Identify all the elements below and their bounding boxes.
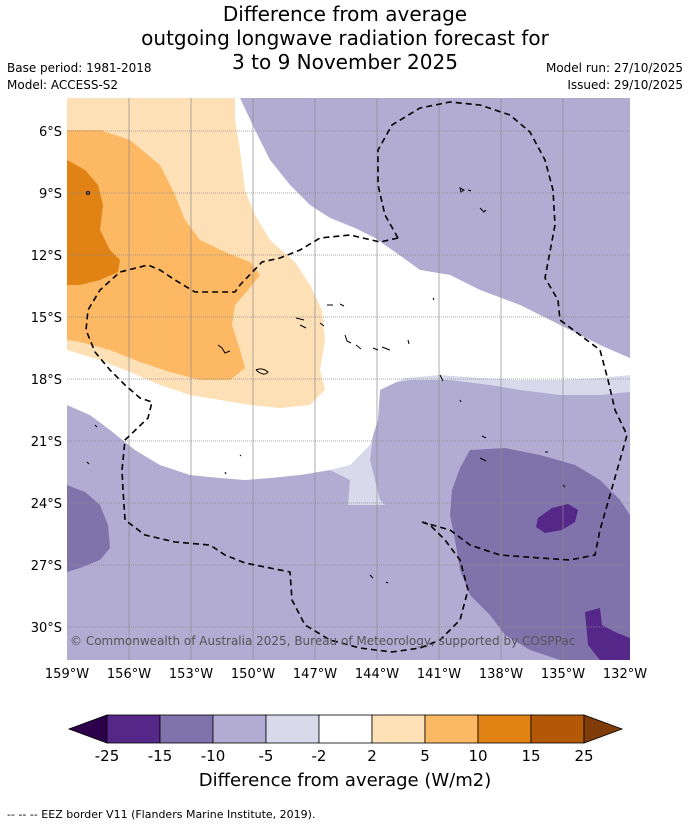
lon-label: 135°W — [541, 667, 585, 682]
meridians — [128, 98, 564, 660]
colorbar — [67, 714, 624, 744]
meta-left: Base period: 1981-2018 Model: ACCESS-S2 — [7, 60, 152, 94]
colorbar-extend-low — [67, 714, 108, 744]
lon-label: 138°W — [479, 667, 523, 682]
model-run: Model run: 27/10/2025 — [545, 61, 683, 75]
lon-label: 144°W — [355, 667, 399, 682]
lat-label: 9°S — [39, 187, 62, 202]
lon-label: 159°W — [45, 667, 89, 682]
band-plus10-plus15 — [67, 160, 120, 285]
colorbar-tick: -25 — [95, 747, 120, 765]
lat-label: 12°S — [31, 249, 62, 264]
colorbar-swatch — [212, 714, 267, 744]
colorbar-tick: 25 — [574, 747, 593, 765]
colorbar-swatch — [106, 714, 161, 744]
colorbar-tick: -10 — [201, 747, 226, 765]
colorbar-title: Difference from average (W/m2) — [198, 770, 492, 791]
eez-footnote: -- -- -- EEZ border V11 (Flanders Marine… — [7, 808, 316, 821]
colorbar-tick: -2 — [312, 747, 327, 765]
lat-label: 24°S — [31, 497, 62, 512]
lon-label: 141°W — [417, 667, 461, 682]
islands — [86, 187, 566, 584]
colorbar-tick: 15 — [521, 747, 540, 765]
colorbar-swatch — [477, 714, 532, 744]
issued-date: Issued: 29/10/2025 — [567, 78, 683, 92]
meta-right: Model run: 27/10/2025 Issued: 29/10/2025 — [546, 60, 683, 94]
latitude-labels: 6°S 9°S 12°S 15°S 18°S 21°S 24°S 27°S 30… — [31, 125, 62, 636]
band-minus25-minus15-blob-a — [536, 504, 578, 533]
lat-label: 21°S — [31, 435, 62, 450]
band-minus15-minus10-southwest — [67, 485, 110, 572]
title-line-2: outgoing longwave radiation forecast for — [141, 26, 549, 50]
lat-label: 15°S — [31, 311, 62, 326]
colorbar-tick: -15 — [148, 747, 173, 765]
colorbar-ticks: -25 -15 -10 -5 -2 2 5 10 15 25 — [95, 747, 594, 765]
colorbar-tick: 2 — [367, 747, 377, 765]
colorbar-tick: 5 — [420, 747, 430, 765]
title-line-3: 3 to 9 November 2025 — [232, 50, 458, 74]
colorbar-extend-high — [583, 714, 624, 744]
model-name: Model: ACCESS-S2 — [7, 78, 119, 92]
map-fill-layer — [67, 98, 630, 660]
colorbar-tick: -5 — [259, 747, 274, 765]
longitude-labels: 159°W 156°W 153°W 150°W 147°W 144°W 141°… — [45, 667, 647, 682]
band-minus15-minus10-southeast — [450, 448, 630, 660]
colorbar-swatch — [530, 714, 585, 744]
colorbar-swatch — [424, 714, 479, 744]
colorbar-tick: 10 — [468, 747, 487, 765]
colorbar-swatch — [318, 714, 373, 744]
copyright-notice: © Commonwealth of Australia 2025, Bureau… — [70, 634, 575, 648]
eez-border-west — [85, 234, 469, 653]
lon-label: 150°W — [231, 667, 275, 682]
lon-label: 156°W — [107, 667, 151, 682]
colorbar-swatch — [265, 714, 320, 744]
lat-label: 6°S — [39, 125, 62, 140]
eez-border-north — [377, 101, 628, 561]
band-minus10-minus5-ne-inner — [418, 110, 630, 330]
colorbar-swatch — [371, 714, 426, 744]
band-minus25-minus15-blob-b — [585, 608, 630, 660]
chart-title: Difference from average outgoing longwav… — [0, 2, 690, 74]
base-period: Base period: 1981-2018 — [7, 61, 152, 75]
lon-label: 153°W — [169, 667, 213, 682]
lon-label: 132°W — [603, 667, 647, 682]
title-line-1: Difference from average — [222, 2, 468, 26]
lon-label: 147°W — [293, 667, 337, 682]
lat-label: 18°S — [31, 373, 62, 388]
colorbar-swatch — [159, 714, 214, 744]
lat-label: 30°S — [31, 621, 62, 636]
lat-label: 27°S — [31, 559, 62, 574]
eez-borders — [85, 101, 628, 653]
